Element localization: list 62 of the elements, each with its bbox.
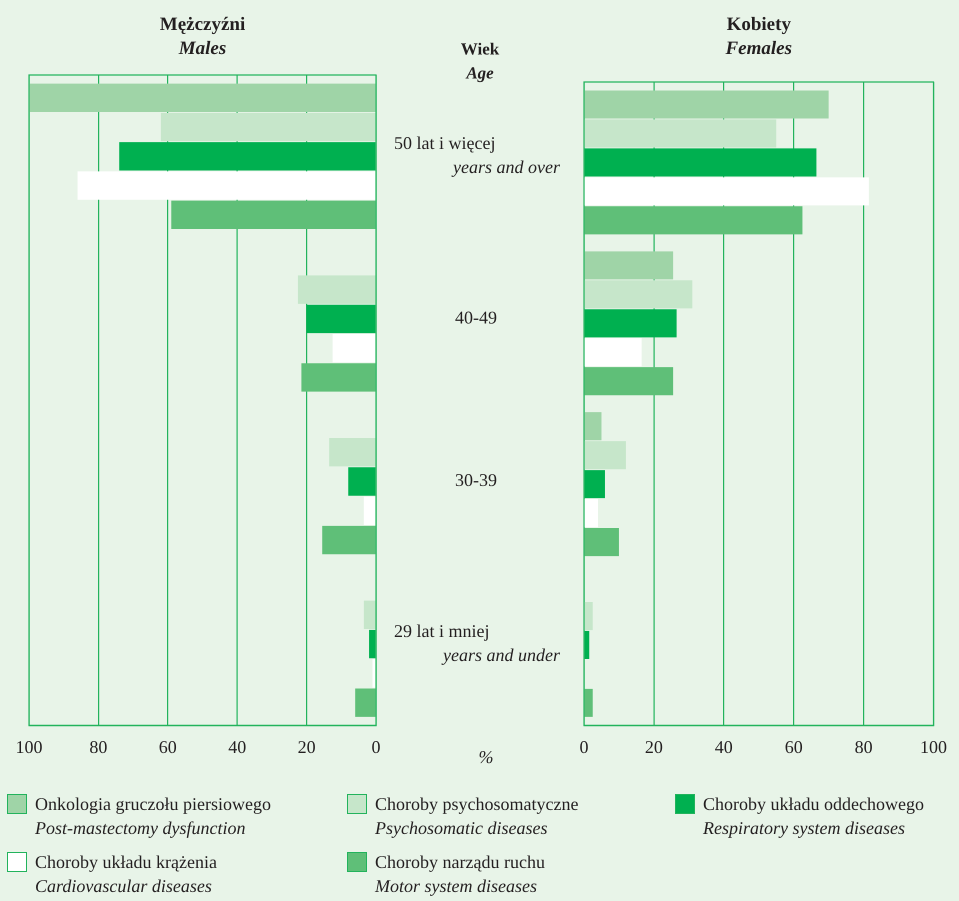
bar — [348, 467, 376, 496]
bar — [584, 470, 605, 498]
bar — [584, 367, 674, 396]
bar — [160, 112, 376, 142]
chart-subtitle: Females — [724, 38, 792, 59]
bar — [584, 280, 692, 308]
bar — [372, 659, 376, 688]
bar — [584, 338, 642, 366]
bar — [584, 90, 829, 119]
bar — [584, 602, 593, 630]
bar — [364, 600, 376, 630]
bar — [364, 496, 376, 525]
bar — [584, 499, 598, 528]
x-tick-label: 60 — [784, 736, 803, 757]
bar — [584, 441, 626, 470]
bar — [78, 171, 376, 200]
legend-label: Choroby układu oddechowego Respiratory system diseases — [703, 793, 924, 840]
bar — [584, 148, 816, 176]
bar — [584, 412, 602, 440]
x-tick-label: 20 — [644, 736, 663, 757]
legend-label: Onkologia gruczołu piersiowego Post-mastectomy dysfunction — [35, 793, 271, 840]
y-tick-label: 40-49 — [455, 308, 497, 328]
chart-title: Kobiety — [726, 14, 792, 35]
bar — [171, 200, 376, 230]
bar — [29, 84, 376, 112]
legend-label: Choroby układu krążenia Cardiovascular diseases — [35, 851, 217, 898]
x-tick-label: 80 — [89, 736, 108, 757]
x-tick-label: 100 — [920, 736, 947, 757]
y-tick-label: 29 lat i mniej years and under — [394, 620, 561, 665]
y-axis-title: Wiek Age — [460, 39, 500, 82]
bar — [369, 630, 376, 658]
chart-title: Mężczyźni — [160, 14, 246, 35]
y-tick-label: 30-39 — [455, 470, 497, 490]
bar — [355, 688, 376, 717]
bar — [332, 334, 376, 362]
x-tick-label: 40 — [228, 736, 246, 757]
bar — [584, 688, 593, 717]
bar — [584, 119, 776, 148]
legend-label: Choroby psychosomatyczne Psychosomatic diseases — [375, 793, 578, 840]
bar — [584, 206, 802, 234]
bar — [301, 363, 376, 392]
x-tick-label: 0 — [580, 736, 588, 757]
legend-label: Choroby narządu ruchu Motor system diseases — [375, 851, 545, 898]
bar — [329, 438, 376, 466]
bar — [306, 304, 376, 334]
bar — [298, 275, 376, 304]
bar — [584, 309, 677, 338]
bar — [584, 177, 869, 206]
bar — [584, 251, 674, 280]
x-tick-label: 80 — [854, 736, 873, 757]
bar — [322, 526, 376, 554]
chart-subtitle: Males — [178, 38, 226, 59]
bar — [584, 630, 590, 660]
bar — [119, 142, 376, 170]
x-tick-label: 40 — [714, 736, 733, 757]
x-tick-label: 60 — [158, 736, 177, 757]
x-tick-label: 20 — [298, 736, 316, 757]
x-tick-label: 0 — [372, 736, 380, 757]
bar — [584, 528, 619, 556]
x-tick-label: 100 — [16, 736, 42, 757]
x-axis-title: % — [478, 747, 494, 768]
y-tick-label: 50 lat i więcej years and over — [394, 133, 561, 178]
